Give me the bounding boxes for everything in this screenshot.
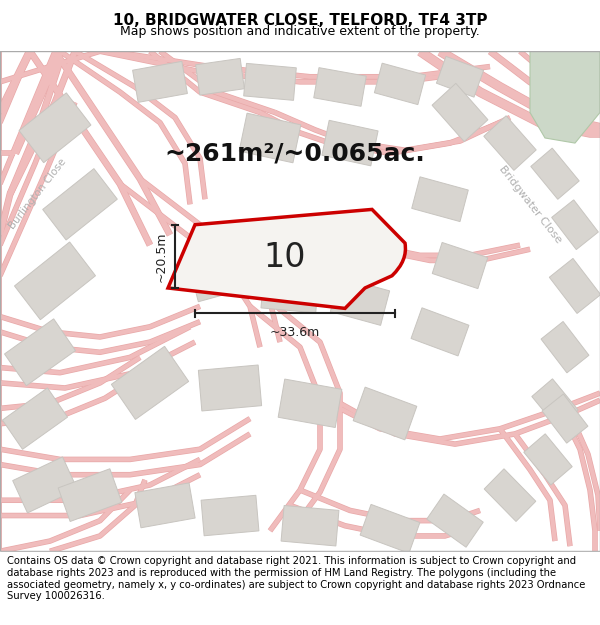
Polygon shape (530, 51, 600, 143)
Polygon shape (133, 61, 187, 102)
Text: ~20.5m: ~20.5m (155, 231, 167, 282)
Polygon shape (360, 504, 420, 553)
Polygon shape (278, 379, 342, 428)
Text: Map shows position and indicative extent of the property.: Map shows position and indicative extent… (120, 26, 480, 39)
Polygon shape (261, 269, 319, 312)
Polygon shape (374, 63, 425, 104)
Polygon shape (188, 250, 251, 302)
Polygon shape (14, 242, 95, 320)
Polygon shape (524, 434, 572, 485)
Polygon shape (411, 308, 469, 356)
Polygon shape (244, 63, 296, 101)
Polygon shape (314, 68, 366, 106)
Text: ~33.6m: ~33.6m (270, 326, 320, 339)
Text: Bridgwater Close: Bridgwater Close (497, 164, 563, 245)
Polygon shape (432, 242, 488, 289)
Polygon shape (135, 483, 195, 528)
Polygon shape (551, 200, 598, 249)
Polygon shape (2, 388, 68, 449)
PathPatch shape (168, 209, 406, 308)
Polygon shape (239, 113, 301, 162)
Polygon shape (542, 394, 588, 443)
Polygon shape (201, 495, 259, 536)
Polygon shape (281, 506, 339, 546)
Polygon shape (484, 469, 536, 521)
Polygon shape (353, 387, 417, 440)
Polygon shape (112, 346, 188, 419)
Polygon shape (550, 258, 600, 314)
Polygon shape (322, 121, 378, 166)
Text: 10: 10 (264, 241, 306, 274)
Polygon shape (532, 379, 578, 428)
Polygon shape (484, 116, 536, 171)
Polygon shape (432, 83, 488, 142)
Polygon shape (43, 169, 118, 240)
Text: Contains OS data © Crown copyright and database right 2021. This information is : Contains OS data © Crown copyright and d… (7, 556, 586, 601)
Text: Burlington Close: Burlington Close (7, 157, 68, 231)
Polygon shape (331, 277, 389, 326)
Polygon shape (531, 148, 579, 199)
Polygon shape (412, 177, 468, 222)
Text: 10, BRIDGWATER CLOSE, TELFORD, TF4 3TP: 10, BRIDGWATER CLOSE, TELFORD, TF4 3TP (113, 12, 487, 28)
Polygon shape (13, 457, 77, 513)
Polygon shape (19, 93, 91, 162)
Polygon shape (436, 56, 484, 97)
Polygon shape (5, 319, 76, 386)
Polygon shape (541, 321, 589, 373)
Polygon shape (58, 469, 122, 521)
Text: ~261m²/~0.065ac.: ~261m²/~0.065ac. (164, 141, 425, 165)
Polygon shape (427, 494, 483, 548)
Polygon shape (196, 58, 244, 95)
Polygon shape (199, 365, 262, 411)
